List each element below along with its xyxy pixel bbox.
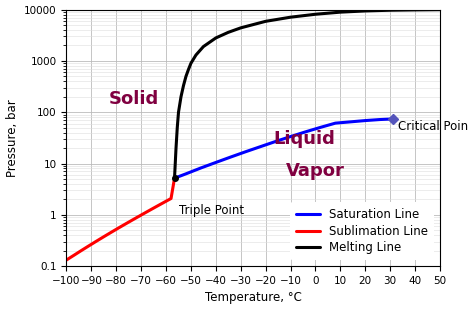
Melting Line bbox=[186, 68, 191, 71]
Melting Line bbox=[176, 110, 182, 114]
Saturation Line bbox=[288, 135, 293, 139]
Saturation Line bbox=[390, 117, 395, 121]
Saturation Line bbox=[198, 166, 204, 170]
Sublimation Line bbox=[93, 239, 99, 243]
Line: Saturation Line: Saturation Line bbox=[174, 119, 392, 178]
Sublimation Line bbox=[161, 201, 166, 205]
Melting Line bbox=[173, 146, 179, 150]
Saturation Line bbox=[377, 118, 383, 122]
Melting Line bbox=[288, 15, 293, 19]
Sublimation Line bbox=[79, 249, 84, 252]
Melting Line bbox=[183, 74, 189, 78]
Saturation Line bbox=[243, 150, 248, 153]
Saturation Line bbox=[363, 119, 368, 122]
Saturation Line bbox=[273, 140, 278, 143]
Text: Critical Poin: Critical Poin bbox=[398, 120, 468, 133]
Melting Line bbox=[213, 36, 219, 40]
Saturation Line bbox=[183, 172, 189, 176]
Melting Line bbox=[412, 8, 418, 12]
Melting Line bbox=[387, 8, 393, 12]
Text: Liquid: Liquid bbox=[273, 130, 335, 148]
Saturation Line bbox=[333, 121, 338, 125]
Melting Line bbox=[363, 9, 368, 13]
Saturation Line bbox=[213, 161, 219, 164]
Melting Line bbox=[188, 61, 194, 65]
Saturation Line bbox=[172, 176, 177, 180]
Saturation Line bbox=[258, 145, 264, 148]
Sublimation Line bbox=[101, 235, 107, 239]
Line: Melting Line: Melting Line bbox=[174, 10, 440, 178]
Legend: Saturation Line, Sublimation Line, Melting Line: Saturation Line, Sublimation Line, Melti… bbox=[290, 202, 434, 260]
Sublimation Line bbox=[138, 213, 144, 217]
Melting Line bbox=[226, 30, 231, 34]
Melting Line bbox=[313, 12, 319, 16]
Melting Line bbox=[181, 84, 186, 87]
Sublimation Line bbox=[153, 205, 159, 209]
Sublimation Line bbox=[123, 222, 129, 225]
Sublimation Line bbox=[116, 226, 122, 230]
Melting Line bbox=[238, 26, 244, 30]
Sublimation Line bbox=[86, 244, 91, 248]
Melting Line bbox=[437, 8, 443, 11]
Sublimation Line bbox=[172, 176, 177, 180]
Text: Solid: Solid bbox=[109, 90, 159, 108]
Melting Line bbox=[178, 95, 184, 99]
X-axis label: Temperature, °C: Temperature, °C bbox=[205, 291, 301, 304]
Melting Line bbox=[193, 53, 199, 57]
Saturation Line bbox=[228, 155, 234, 159]
Sublimation Line bbox=[71, 253, 77, 257]
Saturation Line bbox=[347, 120, 353, 124]
Melting Line bbox=[172, 176, 177, 180]
Saturation Line bbox=[303, 130, 309, 134]
Text: Triple Point: Triple Point bbox=[179, 204, 244, 217]
Melting Line bbox=[263, 20, 268, 23]
Sublimation Line bbox=[131, 217, 137, 221]
Saturation Line bbox=[318, 126, 323, 129]
Text: Vapor: Vapor bbox=[285, 162, 345, 180]
Melting Line bbox=[174, 126, 180, 130]
Melting Line bbox=[201, 45, 206, 48]
Y-axis label: Pressure, bar: Pressure, bar bbox=[6, 99, 18, 177]
Sublimation Line bbox=[146, 209, 152, 213]
Melting Line bbox=[337, 10, 343, 14]
Line: Sublimation Line: Sublimation Line bbox=[66, 178, 174, 260]
Sublimation Line bbox=[109, 230, 114, 234]
Sublimation Line bbox=[168, 197, 174, 200]
Sublimation Line bbox=[64, 258, 69, 262]
